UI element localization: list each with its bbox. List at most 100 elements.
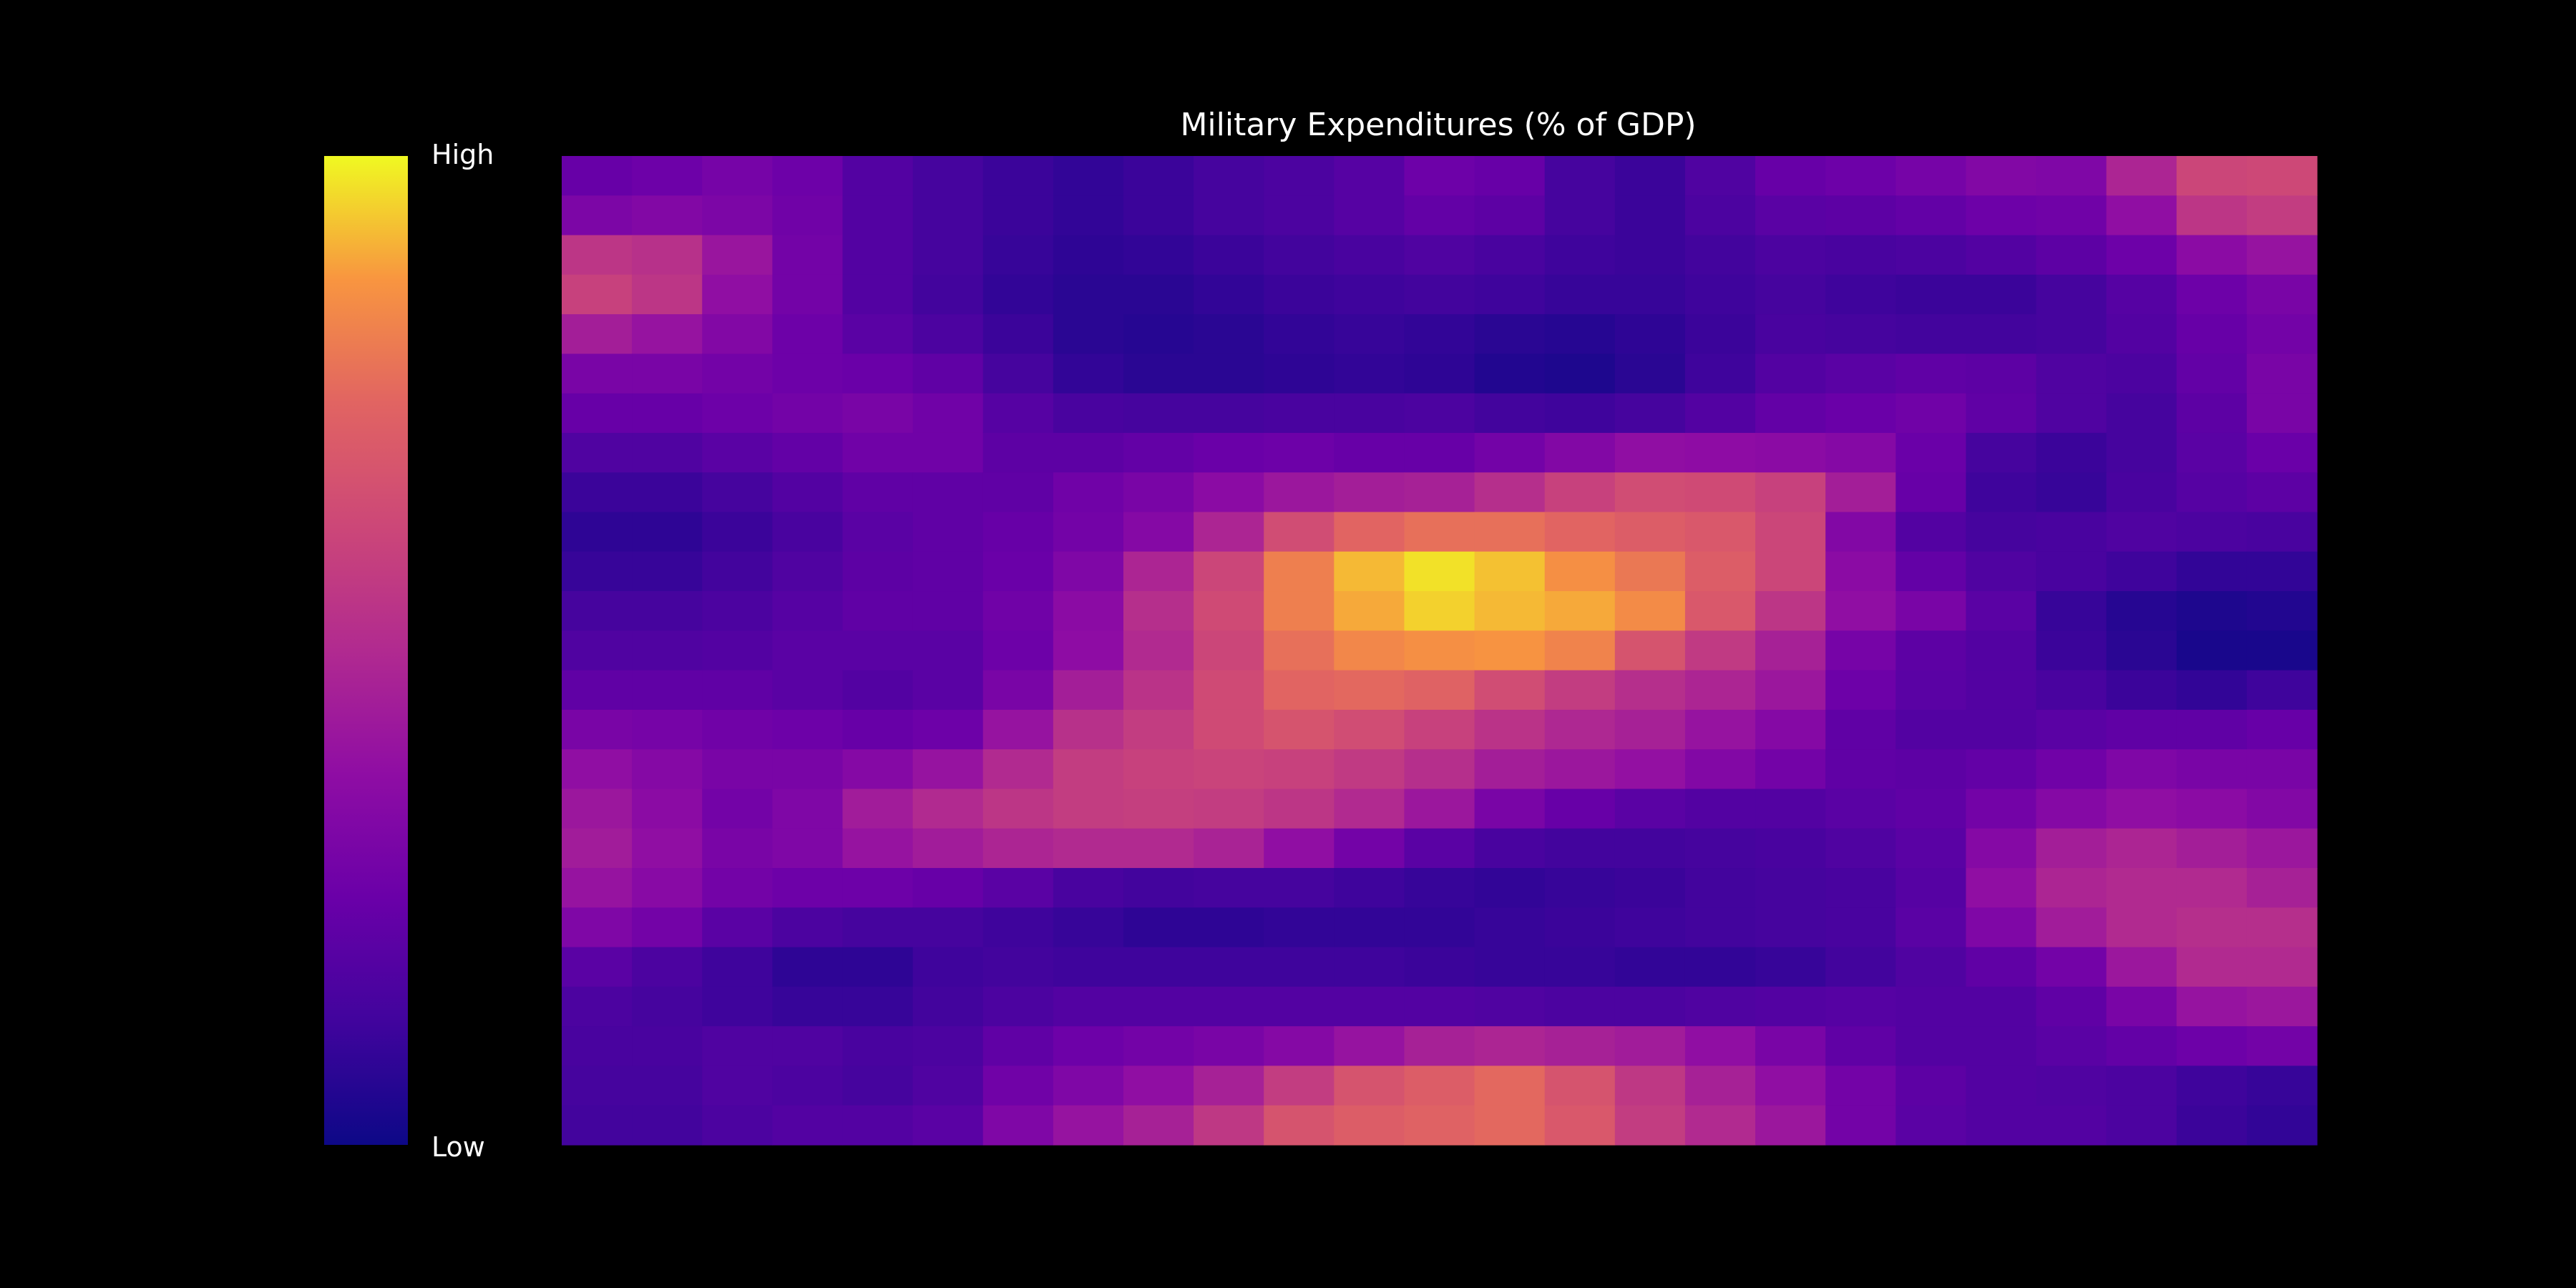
heatmap-cell — [1966, 789, 2037, 829]
heatmap-cell — [702, 393, 773, 434]
heatmap-cell — [1966, 986, 2037, 1027]
heatmap-cell — [842, 789, 914, 829]
heatmap-cell — [1544, 156, 1616, 196]
heatmap-cell — [1194, 472, 1264, 513]
heatmap-cell — [702, 274, 773, 315]
heatmap-cell — [1966, 828, 2037, 869]
heatmap-cell — [1825, 314, 1896, 354]
heatmap-cell — [702, 907, 773, 948]
heatmap-cell — [2106, 709, 2177, 750]
heatmap-cell — [562, 630, 633, 671]
heatmap-cell — [1404, 709, 1475, 750]
heatmap-cell — [1966, 274, 2037, 315]
heatmap-cell — [2176, 709, 2248, 750]
heatmap-cell — [1544, 235, 1616, 275]
heatmap-cell — [2036, 156, 2107, 196]
heatmap-cell — [1544, 314, 1616, 354]
heatmap-cell — [1264, 591, 1335, 631]
heatmap-cell — [982, 868, 1054, 908]
heatmap-cell — [2036, 235, 2107, 275]
heatmap-cell — [562, 1105, 633, 1146]
heatmap-cell — [1966, 947, 2037, 987]
heatmap-cell — [1896, 749, 1966, 790]
heatmap-cell — [2176, 512, 2248, 552]
heatmap-cell — [912, 195, 984, 236]
heatmap-cell — [2176, 1026, 2248, 1067]
heatmap-cell — [2036, 1105, 2107, 1146]
heatmap-cell — [2106, 986, 2177, 1027]
heatmap-cell — [772, 1105, 844, 1146]
heatmap-cell — [2036, 1026, 2107, 1067]
heatmap-cell — [1614, 235, 1686, 275]
heatmap-cell — [2246, 353, 2318, 394]
heatmap-cell — [2036, 749, 2107, 790]
heatmap-cell — [1896, 868, 1966, 908]
heatmap-cell — [1684, 1065, 1756, 1106]
heatmap-cell — [842, 709, 914, 750]
heatmap-cell — [1755, 432, 1826, 473]
heatmap-cell — [982, 156, 1054, 196]
heatmap-cell — [1614, 195, 1686, 236]
heatmap-cell — [982, 986, 1054, 1027]
heatmap-cell — [1264, 235, 1335, 275]
heatmap-cell — [1896, 630, 1966, 671]
heatmap-cell — [2036, 986, 2107, 1027]
heatmap-cell — [842, 551, 914, 592]
heatmap-cell — [2176, 235, 2248, 275]
heatmap-cell — [2176, 868, 2248, 908]
heatmap-cell — [2106, 591, 2177, 631]
heatmap-cell — [912, 749, 984, 790]
heatmap-cell — [632, 393, 703, 434]
heatmap-cell — [982, 195, 1054, 236]
heatmap-cell — [1896, 789, 1966, 829]
heatmap-cell — [1474, 156, 1546, 196]
heatmap-cell — [1966, 1065, 2037, 1106]
heatmap-cell — [1194, 868, 1264, 908]
heatmap-cell — [1053, 314, 1124, 354]
heatmap-cell — [1544, 670, 1616, 711]
heatmap-cell — [1896, 353, 1966, 394]
heatmap-cell — [702, 472, 773, 513]
heatmap-cell — [1966, 749, 2037, 790]
heatmap-cell — [2176, 551, 2248, 592]
heatmap-cell — [1264, 630, 1335, 671]
heatmap-cell — [772, 709, 844, 750]
heatmap-cell — [1404, 156, 1475, 196]
heatmap-cell — [912, 789, 984, 829]
heatmap-cell — [1684, 670, 1756, 711]
heatmap-cell — [912, 472, 984, 513]
heatmap-cell — [1755, 828, 1826, 869]
heatmap-cell — [1334, 512, 1405, 552]
heatmap-cell — [1194, 551, 1264, 592]
heatmap-cell — [1825, 947, 1896, 987]
heatmap-cell — [1474, 1105, 1546, 1146]
heatmap-cell — [1755, 1105, 1826, 1146]
heatmap-cell — [1404, 630, 1475, 671]
heatmap-cell — [2246, 670, 2318, 711]
heatmap-cell — [1264, 828, 1335, 869]
heatmap-cell — [2036, 709, 2107, 750]
heatmap-cell — [2036, 1065, 2107, 1106]
colorbar — [324, 156, 408, 1145]
heatmap-cell — [702, 630, 773, 671]
heatmap-cell — [632, 986, 703, 1027]
heatmap-cell — [1755, 235, 1826, 275]
heatmap-cell — [1053, 353, 1124, 394]
heatmap-cell — [982, 749, 1054, 790]
heatmap-cell — [632, 156, 703, 196]
heatmap-cell — [1896, 828, 1966, 869]
heatmap-cell — [1123, 274, 1194, 315]
heatmap-cell — [772, 907, 844, 948]
heatmap-cell — [1123, 551, 1194, 592]
heatmap-cell — [912, 156, 984, 196]
heatmap-cell — [1896, 156, 1966, 196]
heatmap-cell — [1194, 591, 1264, 631]
heatmap-cell — [1334, 789, 1405, 829]
heatmap-cell — [562, 828, 633, 869]
heatmap-cell — [2176, 749, 2248, 790]
heatmap-cell — [632, 591, 703, 631]
heatmap-cell — [562, 195, 633, 236]
heatmap-cell — [1755, 630, 1826, 671]
heatmap-cell — [1404, 986, 1475, 1027]
heatmap-cell — [1264, 947, 1335, 987]
